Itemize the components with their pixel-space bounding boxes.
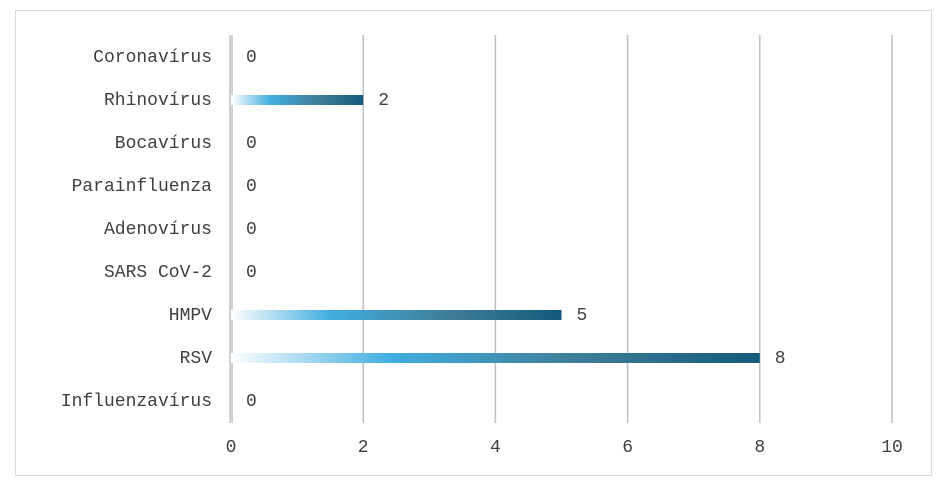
x-tick-label: 6 [622, 438, 633, 458]
bar [231, 353, 760, 363]
y-tick-label: HMPV [169, 306, 212, 326]
data-label: 0 [246, 177, 257, 197]
x-tick-label: 4 [490, 438, 501, 458]
data-label: 5 [577, 306, 588, 326]
data-label: 0 [246, 48, 257, 68]
data-label: 0 [246, 134, 257, 154]
y-tick-label: Coronavírus [93, 48, 212, 68]
bar [231, 95, 364, 105]
bar [231, 310, 562, 320]
y-tick-label: SARS CoV-2 [104, 263, 212, 283]
y-tick-label: Bocavírus [115, 134, 212, 154]
y-tick-label: Influenzavírus [61, 392, 212, 412]
data-label: 0 [246, 220, 257, 240]
data-label: 2 [378, 91, 389, 111]
y-tick-label: Rhinovírus [104, 91, 212, 111]
y-tick-label: RSV [180, 349, 213, 369]
data-label: 0 [246, 263, 257, 283]
x-tick-label: 10 [881, 438, 903, 458]
data-label: 0 [246, 392, 257, 412]
x-tick-label: 2 [358, 438, 369, 458]
y-tick-label: Adenovírus [104, 220, 212, 240]
data-label: 8 [775, 349, 786, 369]
chart-frame [15, 10, 932, 476]
x-tick-label: 8 [754, 438, 765, 458]
y-tick-label: Parainfluenza [72, 177, 213, 197]
x-tick-label: 0 [226, 438, 237, 458]
